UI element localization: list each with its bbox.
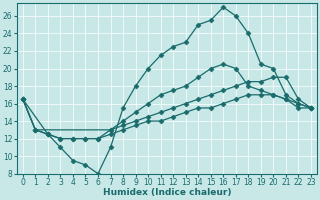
X-axis label: Humidex (Indice chaleur): Humidex (Indice chaleur) xyxy=(103,188,231,197)
